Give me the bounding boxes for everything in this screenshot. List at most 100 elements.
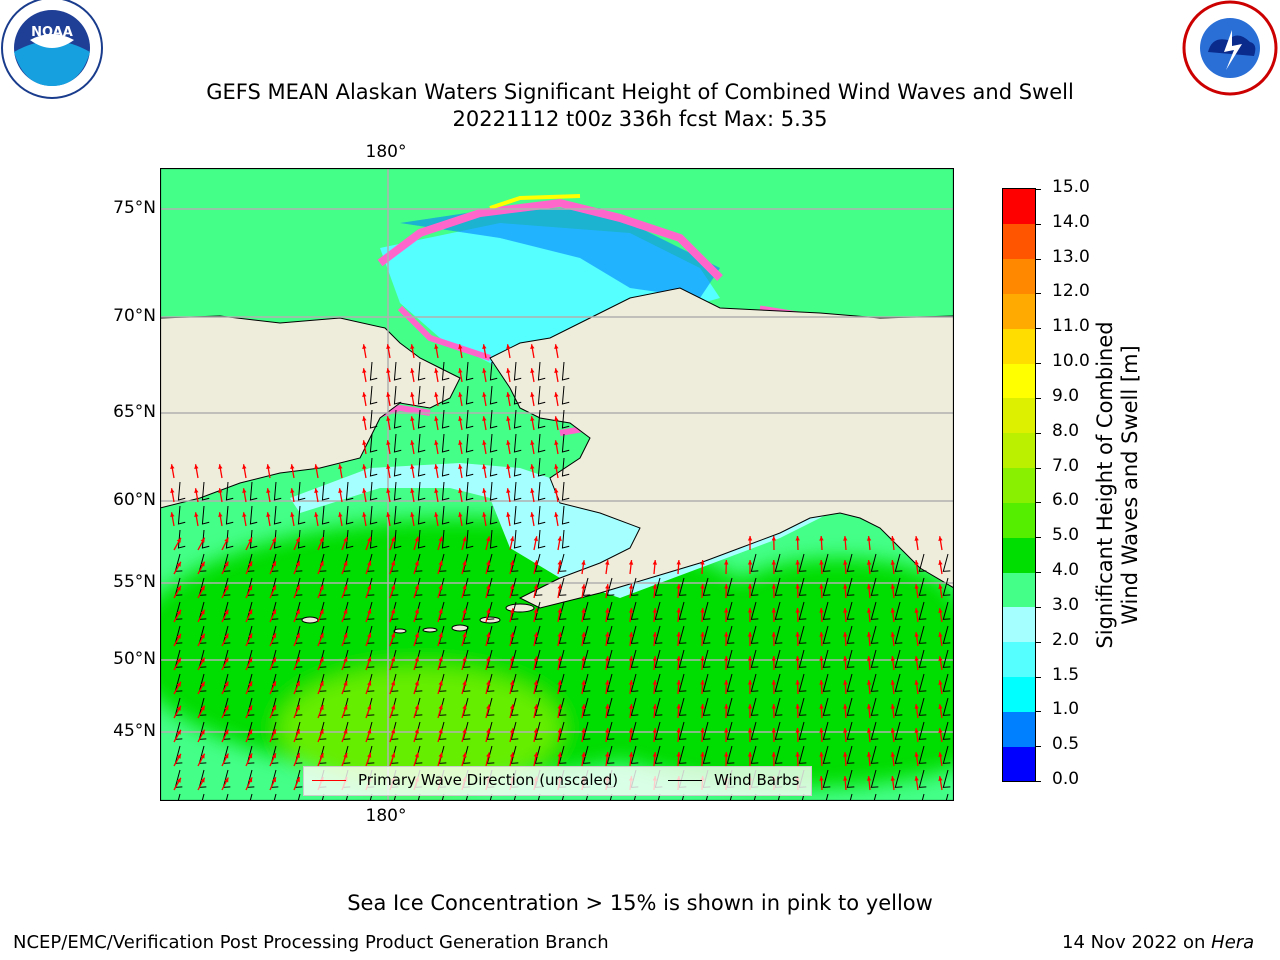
wind-barb [486, 745, 495, 764]
wind-barb [177, 529, 186, 549]
wave-direction-arrowhead [890, 704, 896, 709]
nws-logo [1180, 0, 1280, 100]
wave-direction-arrowhead [438, 608, 443, 614]
wind-barb [225, 793, 229, 801]
wind-barb [750, 601, 759, 620]
wave-direction-arrowhead [386, 440, 391, 446]
wind-barb [822, 553, 831, 572]
wave-direction-arrowhead [843, 728, 848, 733]
wind-barb [825, 793, 829, 801]
wave-direction-arrowhead [194, 464, 199, 470]
wave-direction-arrowhead [581, 728, 586, 733]
wave-direction-arrowhead [271, 609, 276, 615]
wind-barb [537, 385, 546, 405]
wave-direction-arrowhead [390, 656, 396, 662]
wind-barb [465, 433, 474, 453]
wind-barb [753, 793, 757, 801]
wave-direction-arrowhead [410, 344, 415, 350]
wind-barb [894, 769, 903, 788]
wave-direction-arrowhead [676, 752, 681, 757]
wave-direction-arrowhead [843, 752, 848, 757]
wave-direction-arrowhead [724, 704, 729, 709]
wind-barb [558, 721, 567, 740]
wave-direction-arrowhead [557, 584, 562, 590]
wave-direction-arrowhead [795, 680, 800, 685]
wave-direction-arrowhead [367, 680, 372, 686]
chart-title: GEFS MEAN Alaskan Waters Significant Hei… [206, 80, 1074, 104]
wave-direction-arrowhead [795, 584, 800, 589]
wave-direction-arrowhead [771, 752, 777, 757]
wave-direction-arrowhead [747, 536, 753, 541]
wave-direction-arrowhead [248, 633, 253, 639]
wave-direction-arrowhead [486, 608, 491, 614]
wave-direction-arrowhead [414, 632, 419, 638]
wind-barb [417, 385, 426, 405]
wind-barb [510, 673, 519, 692]
wind-barb [585, 793, 589, 801]
wave-direction-arrowhead [200, 681, 205, 687]
wave-direction-arrowhead [343, 536, 348, 542]
wind-barb [774, 721, 783, 740]
wave-direction-arrowhead [819, 704, 824, 709]
footer-host: Hera [1211, 932, 1255, 953]
wind-barb [606, 601, 615, 620]
wind-barb [558, 673, 567, 692]
wave-direction-arrowhead [557, 752, 562, 758]
wind-barb [606, 625, 615, 644]
wind-barb [558, 649, 567, 668]
wave-direction-arrowhead [628, 632, 634, 637]
wind-barb [726, 649, 735, 668]
wind-barb [918, 649, 927, 668]
wave-direction-arrowhead [295, 633, 300, 639]
wave-direction-arrowhead [914, 704, 919, 709]
wave-direction-arrowhead [530, 440, 535, 446]
wave-direction-arrowhead [367, 536, 372, 542]
wave-direction-arrowhead [533, 560, 538, 566]
wave-direction-arrowhead [700, 752, 705, 757]
wave-direction-arrowhead [530, 512, 535, 518]
wave-direction-arrowhead [914, 536, 919, 541]
colorbar-tick-label: 1.0 [1052, 699, 1080, 720]
wave-direction-arrowhead [414, 584, 419, 590]
wave-direction-arrowhead [410, 512, 415, 518]
wave-direction-arrowhead [386, 344, 391, 350]
wind-barb [369, 457, 378, 477]
wave-direction-arrowhead [700, 680, 705, 685]
wind-barb [849, 793, 853, 801]
wave-direction-arrowhead [482, 464, 487, 470]
wave-direction-arrowhead [482, 392, 487, 398]
wave-direction-arrowhead [218, 512, 223, 518]
wave-direction-arrowhead [652, 680, 658, 685]
wave-direction-arrowhead [843, 560, 848, 565]
wave-direction-arrowhead [410, 416, 415, 422]
wave-direction-arrowhead [438, 536, 443, 542]
wind-barb [726, 745, 735, 764]
wind-barb [297, 529, 306, 549]
wave-direction-arrowhead [176, 633, 181, 639]
wave-direction-arrowhead [462, 656, 467, 662]
wave-direction-arrowhead [386, 368, 391, 374]
wind-barb [561, 793, 565, 801]
wind-barb [942, 697, 951, 716]
wind-barb [798, 601, 807, 620]
wave-direction-arrowhead [771, 632, 777, 637]
wave-direction-arrowhead [319, 561, 324, 567]
wind-barb [489, 457, 498, 477]
wind-barb [486, 553, 495, 572]
wave-direction-arrowhead [200, 705, 205, 711]
wave-direction-arrowhead [271, 681, 276, 687]
wave-direction-arrowhead [914, 752, 919, 757]
wave-direction-arrowhead [795, 608, 800, 613]
wind-barb [486, 625, 495, 644]
colorbar-segment [1003, 223, 1035, 260]
wind-barb [510, 625, 519, 644]
wind-barb [441, 385, 450, 405]
wave-direction-arrowhead [486, 704, 491, 710]
wave-direction-arrowhead [271, 657, 276, 663]
wind-barb [750, 673, 759, 692]
wave-direction-arrowhead [554, 512, 559, 518]
wind-barb [726, 721, 735, 740]
wave-direction-arrowhead [338, 512, 343, 518]
wind-barb [225, 529, 234, 549]
wind-barb [441, 457, 450, 477]
